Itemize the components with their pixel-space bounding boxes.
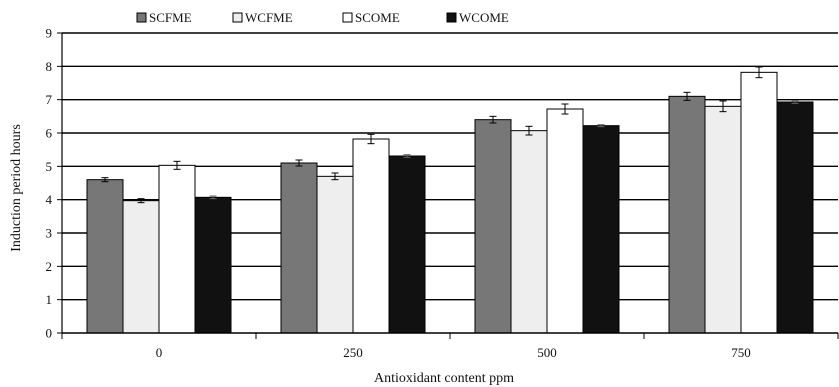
y-tick-label: 8 <box>46 59 53 74</box>
bar-scfme-0 <box>86 179 124 334</box>
x-tick-label: 750 <box>731 345 751 360</box>
y-tick-label: 3 <box>46 226 53 241</box>
error-bar <box>719 100 727 113</box>
error-bar <box>101 177 109 183</box>
error-bar <box>561 103 569 115</box>
bar-scome-500 <box>546 108 584 334</box>
y-tick-label: 1 <box>46 292 53 307</box>
error-bar <box>331 172 339 181</box>
bar-scfme-250 <box>280 162 318 334</box>
x-tick-label: 250 <box>343 345 363 360</box>
error-bar <box>403 154 411 158</box>
y-tick-label: 7 <box>46 92 53 107</box>
y-tick-label: 2 <box>46 259 53 274</box>
error-bar <box>367 133 375 145</box>
legend-item-wcfme: WCFME <box>232 10 293 25</box>
x-tick-label: 0 <box>156 345 163 360</box>
legend-label: SCFME <box>149 10 192 25</box>
x-tick-label: 500 <box>537 345 557 360</box>
bar-wcome-750 <box>776 101 814 334</box>
error-bar <box>597 124 605 128</box>
legend: SCFME WCFME SCOME WCOME <box>136 10 509 25</box>
bar-scome-750 <box>740 71 778 334</box>
legend-item-scome: SCOME <box>342 10 400 25</box>
bar-wcome-0 <box>194 196 232 334</box>
legend-label: WCOME <box>459 10 509 25</box>
legend-swatch <box>232 12 243 23</box>
legend-swatch <box>136 12 147 23</box>
legend-item-scfme: SCFME <box>136 10 192 25</box>
bar-wcfme-750 <box>704 105 742 334</box>
error-bar <box>137 198 145 204</box>
legend-label: SCOME <box>355 10 400 25</box>
error-bar <box>755 66 763 79</box>
bar-wcome-250 <box>388 155 426 334</box>
bar-wcfme-500 <box>510 130 548 334</box>
y-tick-label: 5 <box>46 159 53 174</box>
legend-swatch <box>446 12 457 23</box>
y-tick-label: 4 <box>46 192 53 207</box>
y-tick-label: 0 <box>46 326 53 341</box>
error-bar <box>683 91 691 101</box>
y-tick-label: 9 <box>46 26 53 41</box>
bar-wcome-500 <box>582 125 620 334</box>
error-bar <box>791 100 799 104</box>
error-bar <box>173 160 181 170</box>
x-axis-title: Antioxidant content ppm <box>374 371 514 386</box>
error-bar <box>489 115 497 124</box>
legend-swatch <box>342 12 353 23</box>
y-axis-title: Induction period hours <box>9 124 24 252</box>
legend-item-wcome: WCOME <box>446 10 509 25</box>
error-bar <box>295 159 303 167</box>
bar-scome-0 <box>158 164 196 334</box>
error-bar <box>525 125 533 136</box>
axes: 0 1 2 3 4 5 6 7 8 9 0 250 500 750 <box>46 26 839 360</box>
bar-scfme-750 <box>668 95 706 334</box>
error-bar <box>209 195 217 200</box>
y-tick-label: 6 <box>46 126 53 141</box>
bar-scome-250 <box>352 138 390 334</box>
legend-label: WCFME <box>245 10 293 25</box>
bar-wcfme-0 <box>122 200 160 334</box>
bar-scfme-500 <box>474 119 512 334</box>
bar-wcfme-250 <box>316 175 354 334</box>
